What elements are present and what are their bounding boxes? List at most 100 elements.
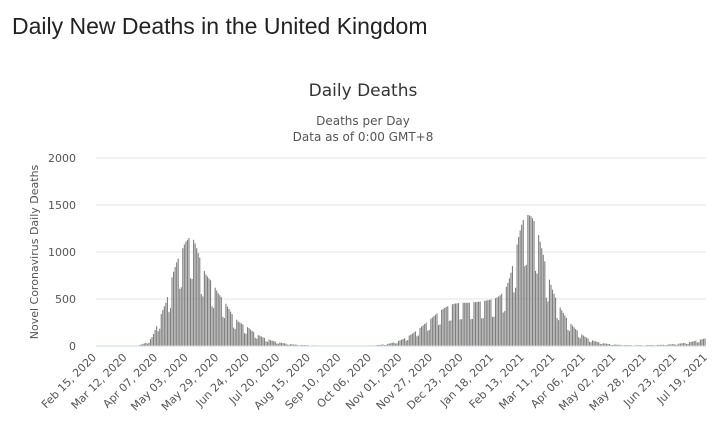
bar (145, 342, 147, 346)
bar (672, 344, 674, 346)
bar (209, 280, 212, 346)
bar (536, 273, 538, 346)
gridlines (96, 157, 706, 300)
bar (219, 295, 221, 346)
bar (226, 306, 229, 346)
bar (410, 334, 412, 346)
bar (616, 344, 618, 346)
bar (248, 328, 250, 346)
bar (468, 302, 470, 346)
bar (598, 342, 600, 346)
bar (551, 289, 554, 346)
bar (519, 230, 521, 346)
bar (556, 318, 558, 346)
bar (684, 342, 686, 346)
bar (693, 341, 695, 346)
bar (160, 314, 162, 346)
bar (592, 340, 594, 346)
bar (411, 333, 413, 346)
bar (259, 335, 261, 346)
bar (424, 324, 426, 346)
bar (437, 325, 440, 346)
bar (550, 284, 552, 346)
bar (465, 302, 467, 346)
bar (448, 320, 450, 346)
bar (428, 329, 430, 346)
bar (548, 279, 550, 346)
bar (675, 344, 677, 346)
bar (447, 306, 449, 346)
bar (547, 301, 549, 346)
bar (265, 341, 267, 346)
bar (484, 300, 486, 346)
bar (696, 342, 698, 346)
bar (146, 343, 148, 346)
bar (590, 342, 592, 346)
bar (300, 344, 302, 346)
bar (679, 343, 681, 346)
bar (199, 257, 201, 346)
bar (250, 329, 252, 346)
bar (239, 322, 241, 346)
bar (256, 338, 258, 346)
bar (183, 244, 185, 346)
bar (217, 293, 219, 346)
bar (236, 319, 238, 346)
bar (173, 271, 175, 346)
bar (166, 297, 168, 346)
bar (399, 340, 401, 346)
bar (196, 248, 198, 346)
bar (393, 342, 395, 346)
bar (581, 334, 583, 346)
bar (404, 338, 406, 346)
bar (610, 344, 612, 346)
bar (283, 343, 286, 346)
bar (243, 333, 245, 346)
bar (545, 297, 547, 346)
bar (287, 344, 289, 346)
bar (377, 344, 379, 346)
bar (253, 331, 255, 346)
bar (430, 318, 432, 346)
bar (510, 272, 512, 346)
bar (479, 301, 481, 346)
bar (165, 302, 167, 346)
bar (687, 343, 689, 346)
y-axis-label: Novel Coronavirus Daily Deaths (28, 164, 41, 339)
bar (296, 344, 298, 346)
bar (193, 239, 195, 346)
bar (422, 325, 424, 346)
bar (558, 320, 560, 346)
bar (573, 327, 575, 346)
bar (602, 343, 604, 346)
bar (143, 343, 145, 346)
bar (450, 320, 452, 346)
bar (185, 241, 187, 346)
bar (488, 299, 490, 346)
bar (541, 248, 543, 346)
bar (266, 341, 269, 346)
bar (290, 344, 292, 346)
bar (379, 344, 381, 346)
y-tick-label: 0 (69, 340, 76, 353)
bar (491, 316, 493, 346)
bar (434, 314, 436, 346)
bar (202, 296, 204, 346)
bar (168, 312, 170, 346)
bar (481, 318, 483, 346)
bar (394, 343, 396, 346)
bar (205, 274, 207, 346)
bar (474, 302, 477, 346)
bar (214, 287, 216, 346)
bar (242, 324, 244, 346)
bar (169, 308, 172, 346)
bar (177, 258, 179, 346)
bar (478, 301, 480, 346)
bar (601, 344, 603, 346)
bar (157, 331, 159, 346)
bar (262, 337, 264, 346)
bar (140, 344, 142, 346)
bar (504, 311, 506, 346)
bar (501, 293, 503, 346)
